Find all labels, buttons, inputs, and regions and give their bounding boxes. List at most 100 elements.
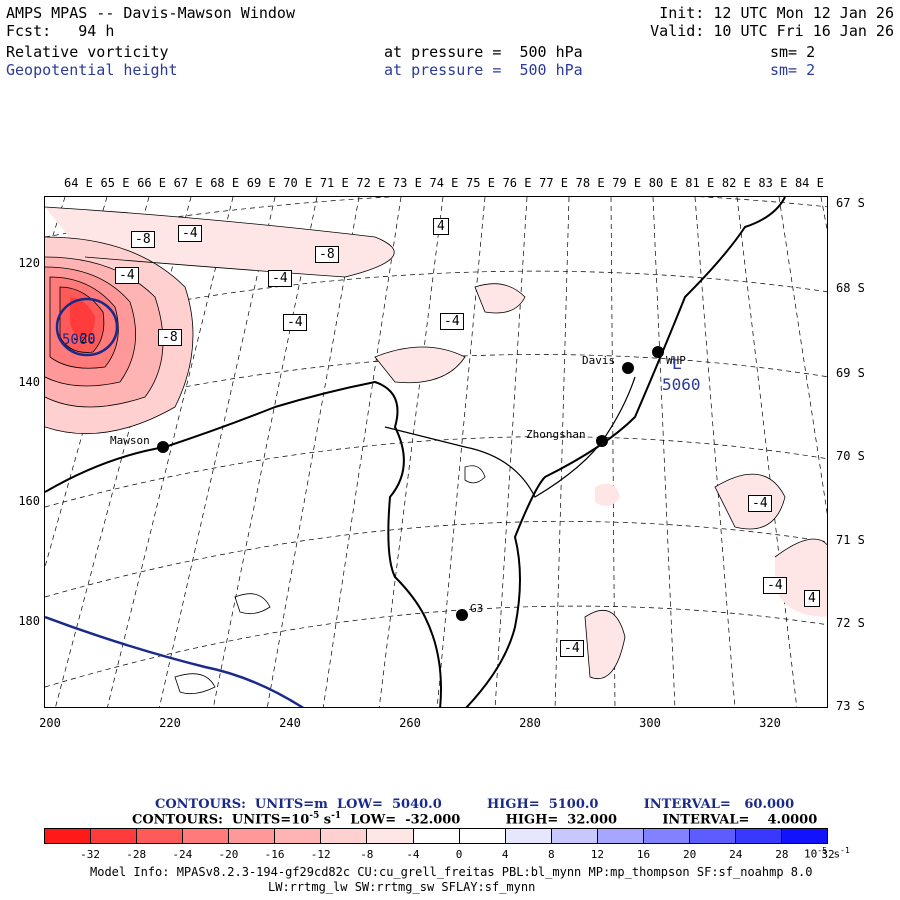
colorbar-tick-label: -12 [310, 848, 331, 861]
lon-label: 82 E [721, 176, 751, 190]
height-contour-5060 [45, 615, 305, 707]
station-label-zhongshan: Zhongshan [526, 428, 586, 441]
lon-label: 65 E [100, 176, 130, 190]
vorticity-contours [45, 206, 827, 695]
lon-label: 77 E [539, 176, 569, 190]
colorbar-cell [643, 829, 690, 843]
station-dot-mawson[interactable] [157, 441, 169, 453]
colorbar-tick-label: 20 [683, 848, 697, 861]
colorbar-cell [45, 829, 92, 843]
x-tick-280: 280 [519, 716, 541, 730]
lon-label: 69 E [246, 176, 276, 190]
colorbar-cell [505, 829, 552, 843]
lon-label: 74 E [429, 176, 459, 190]
colorbar-cell [689, 829, 736, 843]
station-dot-zhongshan[interactable] [596, 435, 608, 447]
vorticity-label: -4 [763, 577, 787, 594]
x-tick-200: 200 [39, 716, 61, 730]
colorbar-units: 10-5 s-1 [804, 846, 850, 861]
field1-name: Relative vorticity [6, 43, 169, 61]
lon-label: 80 E [648, 176, 678, 190]
height-label: 5060 [62, 332, 96, 348]
x-tick-260: 260 [399, 716, 421, 730]
lon-label: 78 E [575, 176, 605, 190]
longitude-labels: 64 E 65 E 66 E 67 E 68 E 69 E 70 E 71 E 72 E 73 E… [64, 176, 824, 190]
colorbar-tick-label: -8 [360, 848, 374, 861]
vorticity-label: -4 [115, 267, 139, 284]
vorticity-fill [45, 207, 827, 679]
colorbar-tick-label: 0 [455, 848, 463, 861]
colorbar-cell [551, 829, 598, 843]
x-tick-220: 220 [159, 716, 181, 730]
lat-label-68: 68 S [836, 281, 865, 295]
lat-label-71: 71 S [836, 533, 865, 547]
coastline-inner [384, 376, 636, 498]
vorticity-label: -20 [72, 332, 96, 347]
colorbar-cell [735, 829, 782, 843]
lon-label: 81 E [685, 176, 715, 190]
station-dot-g3[interactable] [456, 609, 468, 621]
station-dot-whp[interactable] [652, 346, 664, 358]
vorticity-label-extra: -4 [560, 640, 584, 657]
colorbar-cell [91, 829, 138, 843]
lon-label: 73 E [392, 176, 422, 190]
map-canvas [45, 197, 827, 707]
colorbar-cell [413, 829, 460, 843]
lat-label-67: 67 S [836, 196, 865, 210]
vorticity-label: 4 [433, 218, 449, 235]
lat-label-69: 69 S [836, 366, 865, 380]
vorticity-label: -4 [748, 495, 772, 512]
field2-name: Geopotential height [6, 61, 178, 79]
height-contour-info: CONTOURS: UNITS=m LOW= 5040.0 HIGH= 5100… [155, 797, 795, 812]
colorbar-tick-label: -32 [80, 848, 101, 861]
colorbar-tick-label: 32 [821, 848, 835, 861]
lon-label: 67 E [173, 176, 203, 190]
lon-label: 83 E [758, 176, 788, 190]
colorbar-cell [275, 829, 322, 843]
colorbar-cell [597, 829, 644, 843]
y-tick-140: 140 [18, 375, 40, 389]
colorbar-tick-label: 24 [729, 848, 743, 861]
valid-time: Valid: 10 UTC Fri 16 Jan 26 [650, 22, 894, 40]
lon-label: 64 E [64, 176, 93, 190]
vorticity-label: -4 [440, 313, 464, 330]
station-label-whp: WHP [666, 354, 686, 367]
lon-label: 70 E [283, 176, 313, 190]
model-info: Model Info: MPASv8.2.3-194-gf29cd82c CU:… [90, 865, 813, 879]
lon-label: 72 E [356, 176, 386, 190]
lon-label: 68 E [210, 176, 240, 190]
lon-label: 75 E [466, 176, 495, 190]
field1-level: at pressure = 500 hPa [384, 43, 583, 61]
station-label-davis: Davis [582, 354, 616, 367]
map-panel[interactable] [44, 196, 828, 708]
colorbar-tick-label: -4 [406, 848, 420, 861]
station-dot-davis[interactable] [622, 362, 634, 374]
init-time: Init: 12 UTC Mon 12 Jan 26 [659, 4, 894, 22]
colorbar-cell [183, 829, 230, 843]
colorbar-tick-label: 16 [636, 848, 651, 861]
height-label: 5060 [662, 375, 701, 394]
colorbar-cell [321, 829, 368, 843]
colorbar-cell [229, 829, 276, 843]
colorbar-tick-label: 8 [547, 848, 555, 861]
station-label-g3: G3 [470, 602, 484, 615]
y-tick-120: 120 [18, 256, 40, 270]
colorbar-tick-label: -16 [264, 848, 285, 861]
y-tick-180: 180 [18, 614, 40, 628]
station-label-mawson: Mawson [110, 434, 150, 447]
lon-label: 76 E [502, 176, 532, 190]
colorbar-tick-label: 4 [501, 848, 509, 861]
vorticity-label: -8 [131, 231, 155, 248]
height-low-contour [55, 297, 119, 357]
field2-smooth: sm= 2 [770, 61, 816, 79]
field1-smooth: sm= 2 [770, 43, 816, 61]
vorticity-label: -8 [158, 329, 182, 346]
lat-label-72: 72 S [836, 616, 865, 630]
vorticity-label: -4 [178, 225, 202, 242]
vorticity-label: -4 [283, 314, 307, 331]
low-pressure-marker: L [672, 354, 682, 373]
vorticity-label: -4 [268, 270, 292, 287]
vorticity-label: 4 [804, 590, 820, 607]
colorbar-cell [137, 829, 184, 843]
lat-label-73: 73 S [836, 699, 865, 713]
